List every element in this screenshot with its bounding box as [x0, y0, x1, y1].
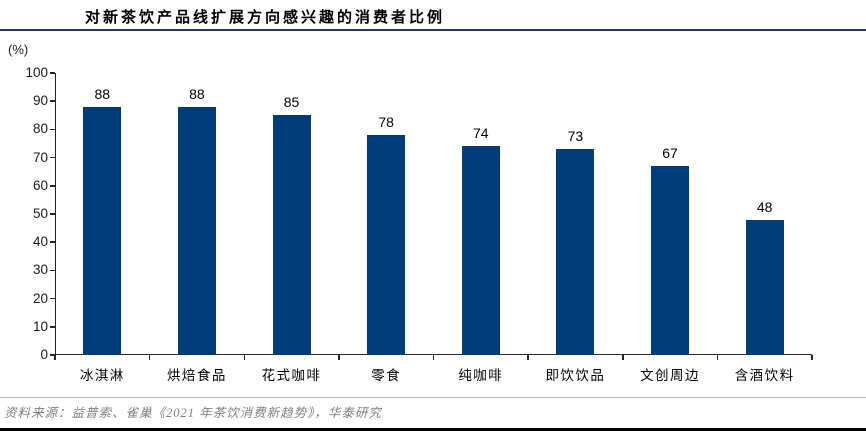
y-tick-mark — [50, 326, 55, 328]
x-tick-mark — [716, 355, 719, 360]
bar-value-label: 67 — [662, 145, 678, 162]
y-tick-label: 80 — [32, 121, 48, 137]
bar-冰淇淋 — [83, 106, 122, 355]
y-tick-label: 40 — [32, 234, 48, 250]
x-category-label: 文创周边 — [640, 368, 701, 383]
y-tick-mark — [50, 72, 55, 74]
x-category-label: 纯咖啡 — [458, 368, 504, 383]
title-underline — [0, 29, 866, 31]
chart-title: 对新茶饮产品线扩展方向感兴趣的消费者比例 — [85, 10, 446, 26]
bar-value-label: 88 — [189, 85, 205, 102]
bar-花式咖啡 — [272, 115, 311, 355]
x-category-label: 含酒饮料 — [734, 368, 795, 383]
x-category-label: 零食 — [371, 368, 402, 383]
x-category-label: 冰淇淋 — [79, 368, 125, 383]
x-tick-mark — [432, 355, 435, 360]
bar-value-label: 85 — [283, 94, 300, 111]
source-note: 资料来源：益普索、雀巢《2021 年茶饮消费新趋势》，华泰研究 — [4, 406, 382, 420]
y-tick-mark — [50, 269, 55, 272]
y-tick-mark — [50, 241, 55, 243]
x-tick-mark — [243, 355, 245, 360]
bar-value-label: 88 — [94, 85, 111, 102]
y-tick-mark — [50, 185, 55, 187]
bar-文创周边 — [651, 166, 690, 355]
x-tick-mark — [338, 355, 340, 360]
x-tick-mark — [622, 355, 624, 360]
x-tick-mark — [54, 355, 56, 360]
y-axis-unit-label: (%) — [8, 42, 29, 57]
y-tick-label: 50 — [32, 206, 48, 221]
y-tick-mark — [50, 354, 55, 356]
y-tick-label: 60 — [32, 177, 48, 193]
bar-即饮饮品 — [556, 149, 595, 355]
y-tick-label: 20 — [32, 290, 48, 306]
bar-value-label: 73 — [567, 128, 584, 145]
x-tick-mark — [148, 355, 151, 360]
bar-含酒饮料 — [745, 219, 784, 355]
x-tick-mark — [527, 355, 529, 360]
plot-area — [55, 73, 812, 355]
y-tick-label: 90 — [32, 93, 48, 109]
y-tick-mark — [50, 128, 55, 131]
y-tick-label: 30 — [32, 262, 48, 278]
bar-烘焙食品 — [177, 106, 216, 355]
x-category-label: 花式咖啡 — [261, 368, 322, 383]
bar-value-label: 48 — [756, 198, 773, 215]
y-tick-mark — [50, 297, 55, 300]
x-category-label: 烘焙食品 — [166, 368, 227, 383]
y-tick-label: 100 — [25, 65, 48, 80]
y-tick-label: 70 — [32, 149, 48, 165]
footer-divider-line — [0, 397, 866, 398]
bar-value-label: 74 — [473, 125, 489, 142]
y-tick-label: 0 — [40, 347, 48, 362]
bottom-border-line — [0, 428, 866, 431]
x-tick-mark — [811, 355, 813, 360]
y-tick-mark — [50, 100, 55, 102]
y-tick-label: 10 — [32, 318, 48, 334]
x-category-label: 即饮饮品 — [545, 368, 606, 383]
y-tick-mark — [50, 213, 55, 215]
bar-零食 — [367, 135, 406, 355]
bar-纯咖啡 — [461, 146, 500, 355]
bar-value-label: 78 — [378, 114, 394, 131]
y-tick-mark — [50, 156, 55, 159]
